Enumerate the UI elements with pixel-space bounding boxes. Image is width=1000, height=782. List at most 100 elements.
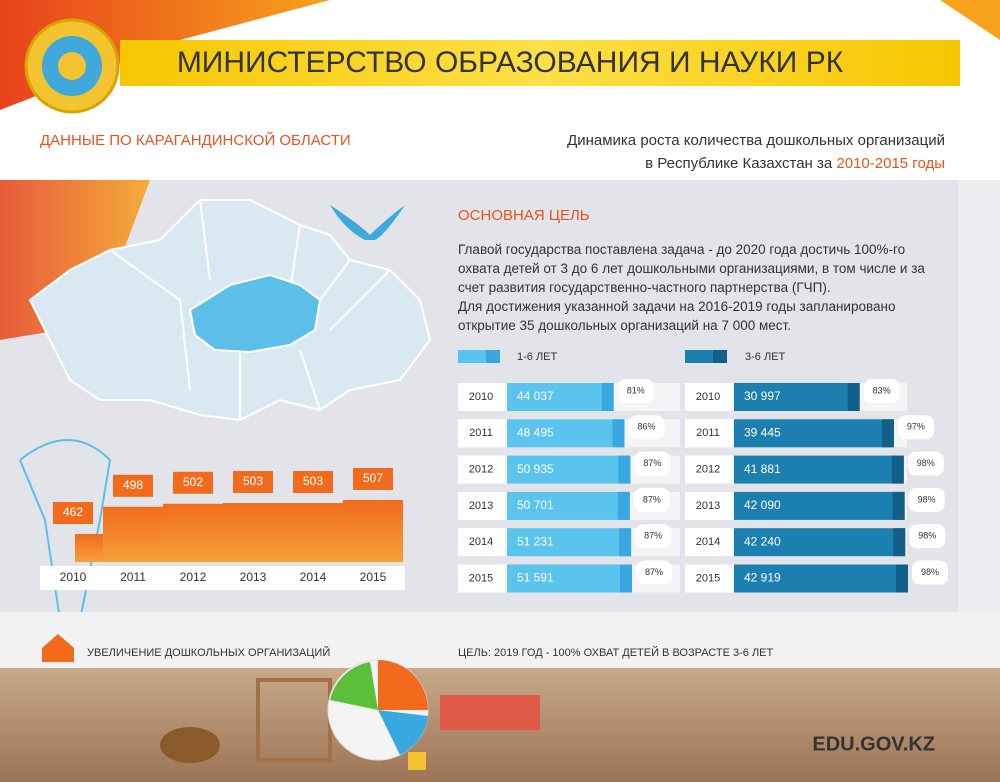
bar bbox=[507, 383, 614, 411]
x-axis-band bbox=[40, 566, 405, 590]
year-cell bbox=[458, 383, 505, 411]
bar bbox=[223, 503, 283, 562]
footer-left: УВЕЛИЧЕНИЕ ДОШКОЛЬНЫХ ОРГАНИЗАЦИЙ bbox=[87, 646, 330, 659]
data-label: 462 bbox=[63, 505, 83, 519]
bar-tip bbox=[881, 419, 894, 448]
coverage-bubble bbox=[863, 379, 900, 403]
subtitle-years: 2010-2015 годы bbox=[836, 155, 945, 172]
coverage-label: 81% bbox=[627, 385, 645, 395]
x-tick-label: 2015 bbox=[360, 570, 387, 584]
coverage-label: 87% bbox=[644, 531, 662, 541]
callout-box bbox=[173, 471, 213, 494]
data-label: 51 591 bbox=[517, 571, 554, 585]
callout-box bbox=[353, 468, 393, 490]
year-cell bbox=[458, 528, 505, 557]
bar-tip bbox=[612, 419, 625, 448]
side-ornament bbox=[958, 180, 1000, 612]
coverage-bubble bbox=[909, 524, 946, 549]
bar bbox=[734, 383, 860, 411]
bar bbox=[163, 503, 223, 562]
y-tick-label: 2011 bbox=[469, 427, 493, 439]
coverage-label: 86% bbox=[637, 422, 655, 432]
coverage-label: 98% bbox=[918, 494, 936, 504]
bar bbox=[734, 491, 905, 520]
year-cell bbox=[458, 455, 505, 484]
bar-tip bbox=[601, 383, 614, 411]
data-label: 48 495 bbox=[517, 425, 554, 439]
goal-paragraph: Главой государства поставлена задача - д… bbox=[458, 242, 925, 295]
bar bbox=[507, 455, 631, 484]
year-cell bbox=[685, 419, 732, 448]
footer-strip bbox=[0, 612, 1000, 668]
y-tick-label: 2015 bbox=[469, 572, 493, 584]
bar bbox=[507, 528, 632, 557]
coverage-bubble bbox=[907, 451, 944, 476]
data-label: 503 bbox=[303, 474, 323, 488]
goal-heading: ОСНОВНАЯ ЦЕЛЬ bbox=[458, 207, 590, 224]
coverage-label: 87% bbox=[645, 567, 663, 577]
data-label: 41 881 bbox=[744, 462, 781, 476]
data-label: 498 bbox=[123, 478, 143, 492]
coverage-label: 87% bbox=[643, 458, 661, 468]
coverage-label: 98% bbox=[921, 567, 939, 577]
legend-swatch-tip bbox=[713, 350, 727, 363]
coverage-bubble bbox=[634, 451, 671, 476]
cube bbox=[408, 752, 426, 770]
emblem-sun bbox=[58, 52, 86, 80]
bar bbox=[507, 419, 625, 448]
bar-tip bbox=[617, 491, 630, 520]
data-label: 42 090 bbox=[744, 498, 781, 512]
teddy bbox=[160, 727, 220, 763]
data-label: 50 935 bbox=[517, 462, 554, 476]
bar-tip bbox=[893, 528, 906, 557]
y-tick-label: 2014 bbox=[469, 536, 493, 548]
bar bbox=[734, 528, 906, 557]
y-tick-label: 2014 bbox=[696, 536, 720, 548]
legend-label: 3-6 ЛЕТ bbox=[745, 351, 786, 363]
data-label: 51 231 bbox=[517, 534, 554, 548]
data-label: 44 037 bbox=[517, 389, 554, 403]
data-label: 502 bbox=[183, 475, 203, 489]
coverage-label: 83% bbox=[873, 385, 891, 395]
year-cell bbox=[458, 491, 505, 520]
year-cell bbox=[458, 419, 505, 448]
x-tick-label: 2014 bbox=[300, 570, 327, 584]
map-borders bbox=[109, 199, 391, 420]
region-label: ДАННЫЕ ПО КАРАГАНДИНСКОЙ ОБЛАСТИ bbox=[40, 131, 351, 149]
year-cell bbox=[685, 528, 732, 557]
year-cell bbox=[458, 564, 505, 593]
coverage-bubble bbox=[635, 524, 672, 549]
data-label: 50 701 bbox=[517, 498, 554, 512]
site: EDU.GOV.KZ bbox=[812, 733, 935, 755]
toy-blocks bbox=[440, 695, 540, 730]
subtitle-text: в Республике Казахстан за bbox=[645, 155, 833, 172]
coverage-bubble bbox=[633, 487, 670, 512]
goal-paragraph: Для достижения указанной задачи на 2016-… bbox=[458, 299, 896, 333]
callout-box bbox=[113, 474, 153, 497]
bar bbox=[103, 506, 163, 562]
subtitle: Динамика роста количества дошкольных орг… bbox=[567, 132, 945, 149]
callout-box bbox=[293, 471, 333, 494]
legend-label: 1-6 ЛЕТ bbox=[517, 351, 558, 363]
bar bbox=[283, 503, 343, 562]
coverage-bubble bbox=[908, 487, 945, 512]
coverage-bubble bbox=[636, 560, 672, 585]
data-label: 39 445 bbox=[744, 425, 781, 439]
data-label: 30 997 bbox=[744, 389, 781, 403]
bar-tip bbox=[618, 455, 631, 484]
goal-text: Главой государства поставлена задача - д… bbox=[458, 240, 948, 335]
map-karaganda bbox=[188, 273, 322, 354]
ball-segment bbox=[330, 662, 378, 710]
coverage-label: 97% bbox=[907, 422, 925, 432]
data-label: 42 240 bbox=[744, 534, 781, 548]
coverage-bubble bbox=[897, 415, 934, 440]
coverage-bubble bbox=[617, 379, 654, 403]
bar-tip bbox=[620, 564, 632, 593]
x-tick-label: 2010 bbox=[60, 570, 87, 584]
year-cell bbox=[685, 455, 732, 484]
bar bbox=[507, 564, 632, 593]
ball-segment bbox=[378, 660, 428, 710]
data-label: 42 919 bbox=[744, 571, 781, 585]
